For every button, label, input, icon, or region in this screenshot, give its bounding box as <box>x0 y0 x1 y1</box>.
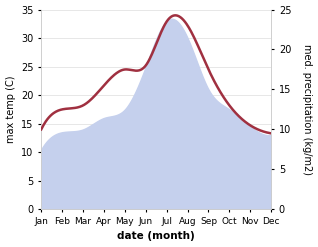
X-axis label: date (month): date (month) <box>117 231 195 242</box>
Y-axis label: max temp (C): max temp (C) <box>5 76 16 143</box>
Y-axis label: med. precipitation (kg/m2): med. precipitation (kg/m2) <box>302 44 313 175</box>
